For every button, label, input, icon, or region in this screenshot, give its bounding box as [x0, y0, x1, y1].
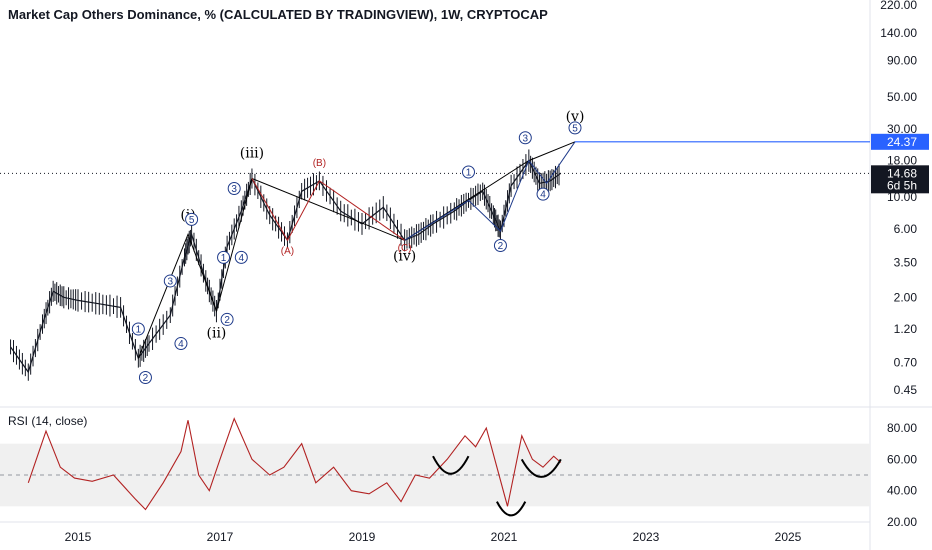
wave-circle-marker	[234, 250, 248, 264]
target-price-tag	[871, 133, 929, 150]
time-tick-label: 2015	[65, 530, 92, 544]
time-tick-label: 2017	[207, 530, 234, 544]
rsi-tick-label: 40.00	[887, 484, 917, 498]
price-tick-label: 0.70	[894, 356, 918, 370]
current-price-tag	[871, 165, 929, 194]
wave-circle-label: 2	[143, 373, 149, 384]
wave-circle-marker	[163, 274, 177, 288]
time-axis: 2015 2017 2019 2021 2023 2025	[65, 530, 802, 544]
wave-circle-marker	[518, 131, 532, 145]
price-series-layer	[0, 141, 870, 381]
wave-label-abc: (B)	[313, 158, 326, 169]
wave-circle-marker	[174, 337, 188, 351]
rsi-series-line	[27, 417, 562, 511]
chart-title: Market Cap Others Dominance, % (CALCULAT…	[8, 7, 548, 22]
price-tick-label: 18.00	[887, 154, 917, 168]
wave-circle-label: 3	[231, 184, 237, 195]
price-tick-label: 6.00	[894, 222, 918, 236]
price-tick-label: 3.50	[894, 255, 918, 269]
rsi-axis: 20.00 40.00 60.00 80.00	[887, 421, 917, 529]
rsi-tick-label: 60.00	[887, 452, 917, 466]
wave-label-abc: (A)	[281, 246, 294, 257]
wave-circle-label: 1	[136, 325, 142, 336]
wave-label-major: (iv)	[393, 249, 416, 265]
wave-circle-label: 3	[168, 276, 174, 287]
wave-circle-label: 5	[572, 123, 578, 134]
rsi-band-layer	[0, 443, 870, 507]
bar-countdown-label: 6d 5h	[887, 178, 917, 192]
rsi-pattern-arc	[520, 458, 562, 478]
time-tick-label: 2023	[633, 530, 660, 544]
wave-circle-marker	[220, 312, 234, 326]
rsi-pattern-arc	[432, 455, 470, 475]
wave-circle-marker	[462, 165, 475, 179]
wave-impulse-path	[137, 141, 576, 359]
wave-circle-label: 4	[239, 253, 245, 264]
wave-circle-marker	[493, 238, 507, 252]
wave-circle-marker	[536, 187, 550, 201]
wave-label-major: (iii)	[240, 145, 264, 161]
time-tick-label: 2021	[491, 530, 518, 544]
price-tick-label: 0.45	[894, 383, 918, 397]
target-price-label: 24.37	[887, 135, 917, 149]
wave-circle-marker	[185, 212, 199, 226]
rsi-tick-label: 80.00	[887, 421, 917, 435]
wave-label-abc: (C)	[398, 243, 412, 254]
wave-circle-label: 2	[498, 241, 504, 252]
wave-label-major: (ii)	[207, 325, 227, 341]
price-tick-label: 2.00	[894, 290, 918, 304]
wave-circle-marker	[217, 250, 231, 264]
price-tick-label: 220.00	[880, 0, 917, 12]
rsi-pattern-arc	[496, 501, 527, 517]
wave-label-major: (v)	[566, 109, 585, 125]
wave-circle-marker	[568, 121, 582, 135]
wave-circle-marker	[138, 371, 152, 385]
wave-annotation-layer: (iii)(i)(ii)(iv)(v)(B)(A)(C)123451234123…	[131, 109, 585, 385]
wave-circle-label: 2	[224, 315, 230, 326]
rsi-title: RSI (14, close)	[8, 414, 87, 428]
current-price-label: 14.68	[887, 166, 917, 180]
wave-correction-path	[251, 178, 405, 242]
time-tick-label: 2019	[349, 530, 376, 544]
time-tick-label: 2025	[775, 530, 802, 544]
price-tick-label: 50.00	[887, 90, 917, 104]
price-tick-label: 1.20	[894, 322, 918, 336]
wave-circle-marker	[227, 181, 241, 195]
wave-circle-label: 4	[178, 339, 184, 350]
wave-circle-label: 4	[540, 190, 546, 201]
price-axis: 0.45 0.70 1.20 2.00 3.50 6.00 10.00 18.00 30.00 5…	[880, 0, 917, 397]
wave-circle-label: 3	[523, 133, 529, 144]
wave-circle-label: 1	[221, 253, 227, 264]
wave-circle-marker	[131, 322, 145, 336]
wave-circle-label: 1	[466, 167, 472, 178]
price-tick-label: 30.00	[887, 122, 917, 136]
wave-subwave-path	[404, 141, 576, 241]
rsi-series-layer	[27, 417, 562, 517]
rsi-tick-label: 20.00	[887, 515, 917, 529]
price-tick-label: 140.00	[880, 26, 917, 40]
price-tick-label: 90.00	[887, 54, 917, 68]
price-tick-label: 10.00	[887, 190, 917, 204]
wave-circle-label: 5	[189, 215, 195, 226]
